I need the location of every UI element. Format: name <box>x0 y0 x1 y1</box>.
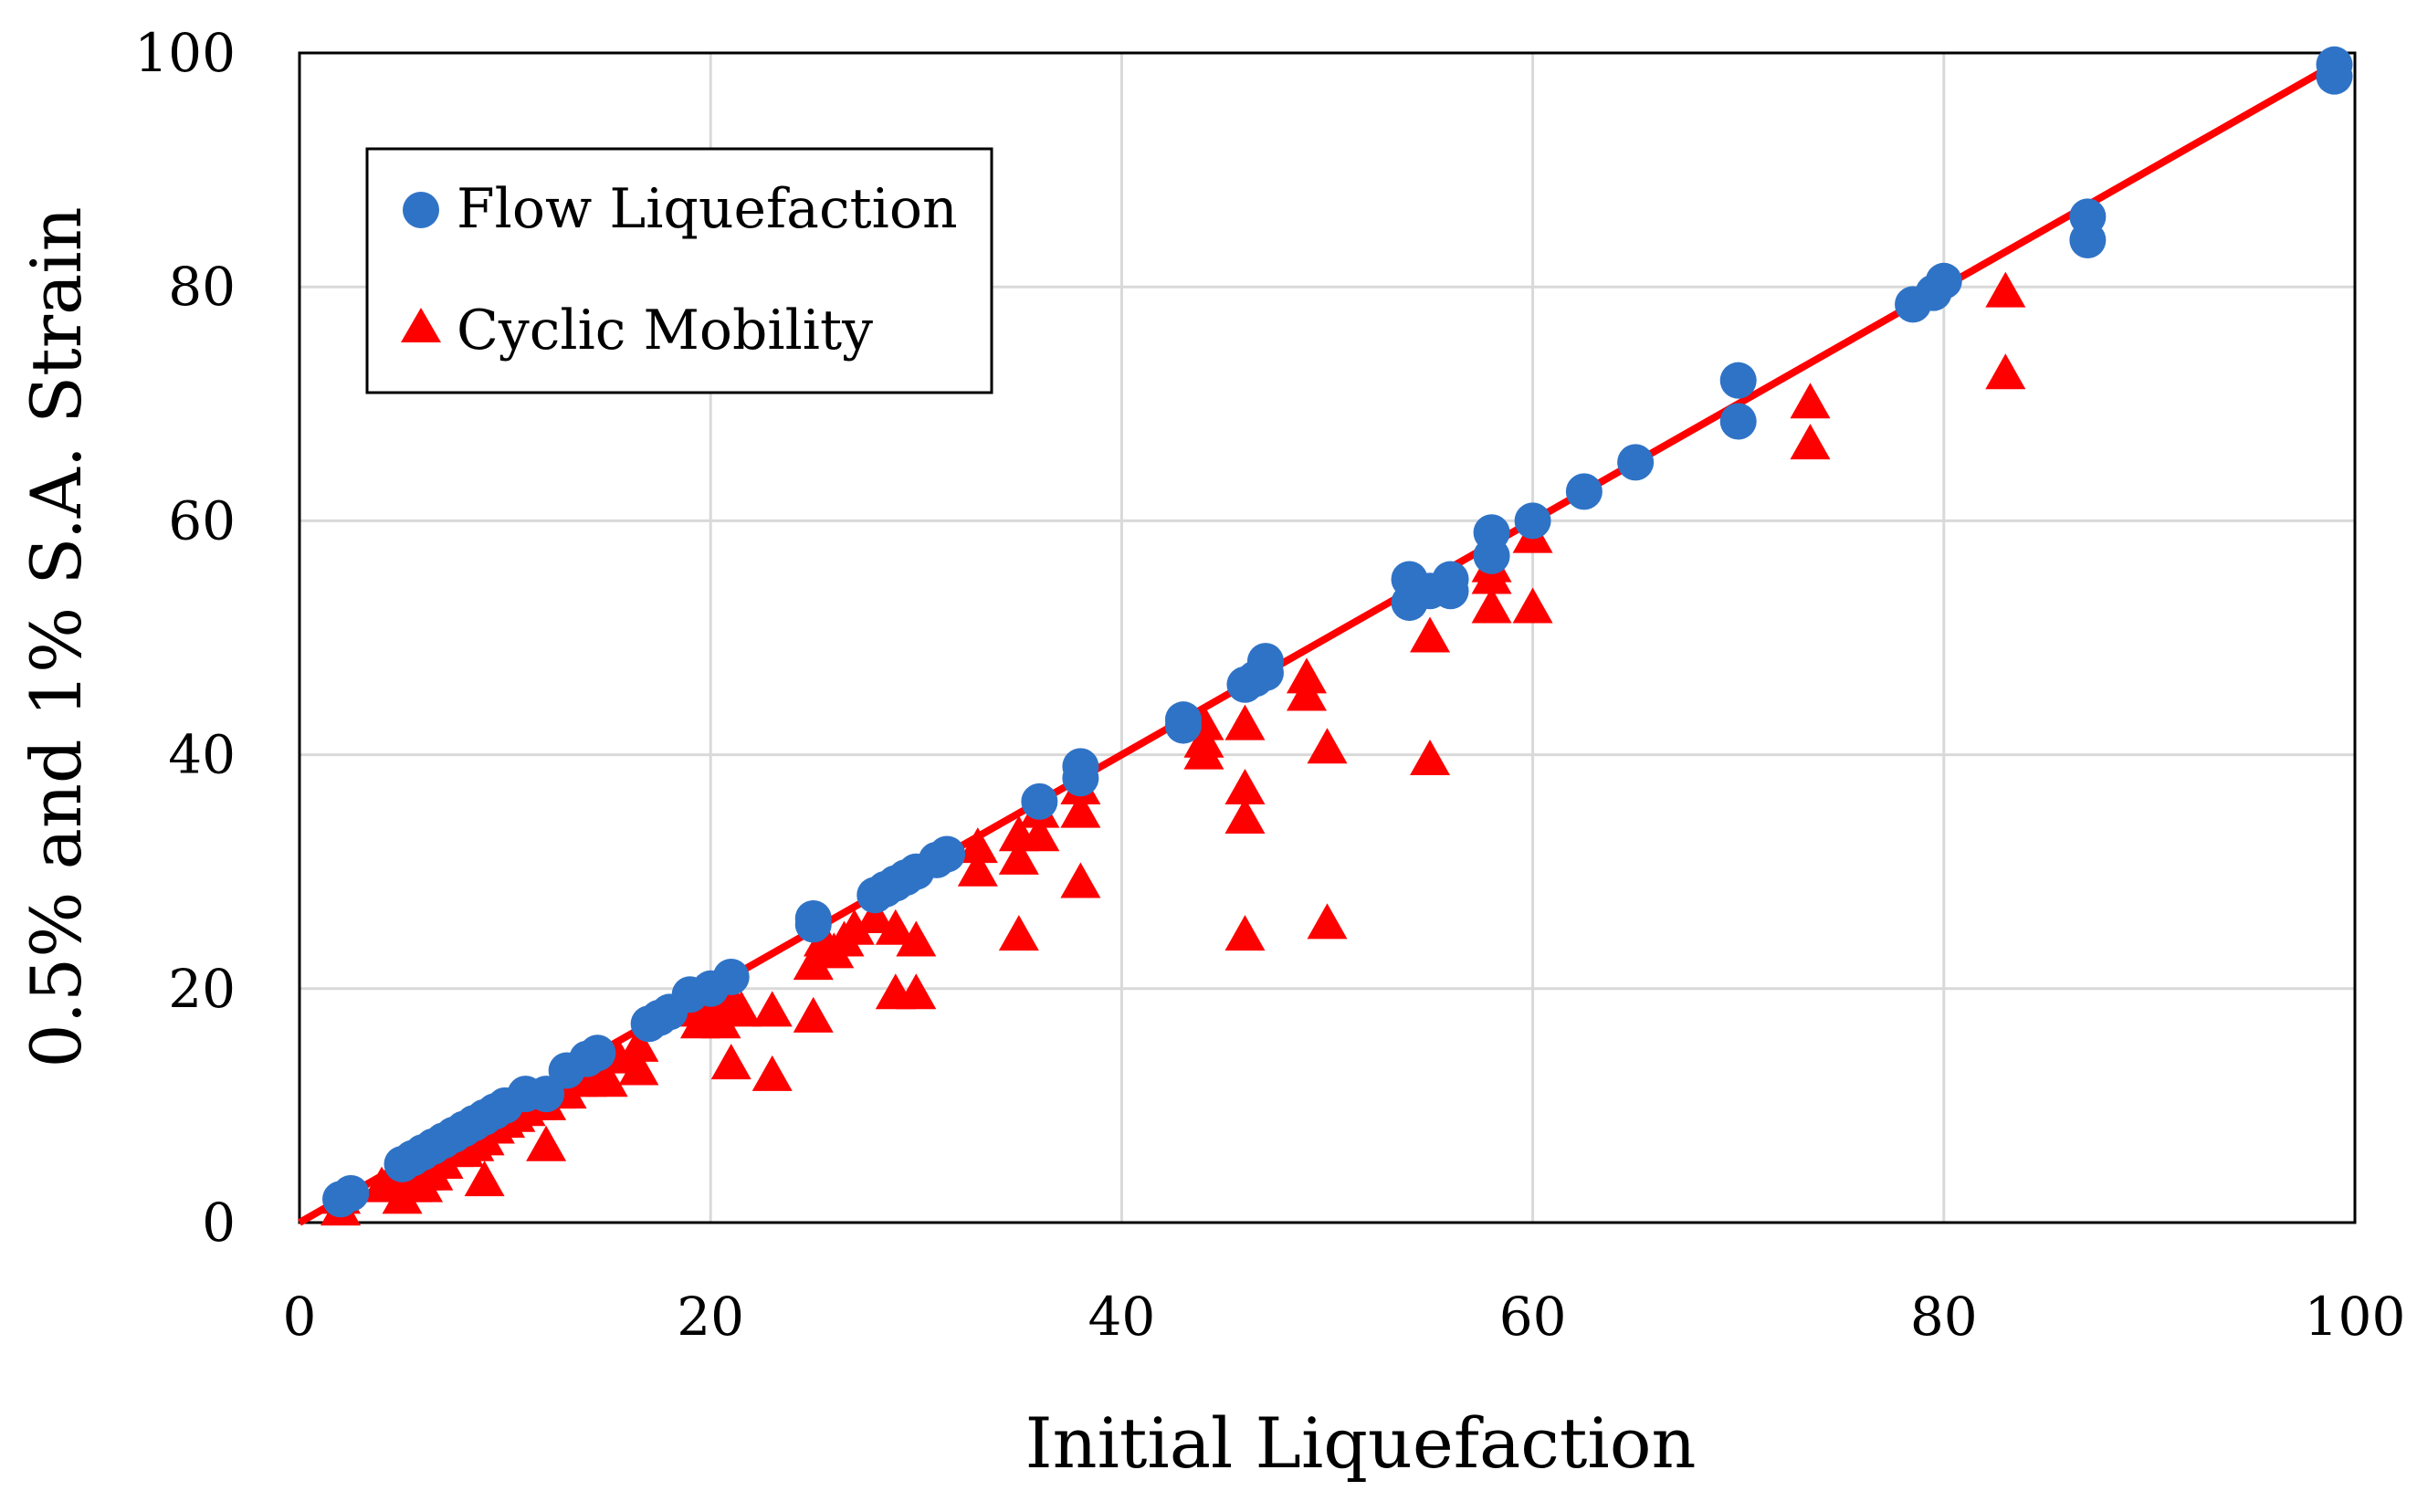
flow-liquefaction-point <box>1565 473 1603 510</box>
flow-liquefaction-point <box>1164 707 1202 744</box>
cyclic-mobility-point <box>1410 616 1451 653</box>
legend-cyclic-label: Cyclic Mobility <box>457 299 873 362</box>
y-tick-label: 20 <box>168 958 236 1020</box>
cyclic-mobility-point <box>720 991 762 1027</box>
cyclic-mobility-point <box>710 1044 751 1080</box>
x-tick-label: 80 <box>1910 1286 1978 1348</box>
tick-labels: 0 20 40 60 80 100 0 20 40 60 80 100 <box>134 22 2405 1348</box>
cyclic-mobility-point <box>618 1025 659 1062</box>
cyclic-mobility-point <box>1224 704 1266 740</box>
y-tick-label: 100 <box>134 22 236 84</box>
x-tick-label: 40 <box>1088 1286 1155 1348</box>
legend-cyclic-marker <box>401 308 441 342</box>
x-tick-label: 60 <box>1499 1286 1567 1348</box>
cyclic-mobility-point <box>1985 353 2026 390</box>
flow-liquefaction-point <box>332 1174 370 1212</box>
cyclic-mobility-point <box>957 827 998 864</box>
cyclic-mobility-point <box>998 915 1039 951</box>
cyclic-mobility-point <box>875 908 916 945</box>
flow-liquefaction-point <box>528 1076 565 1113</box>
flow-liquefaction-point <box>1719 403 1757 440</box>
cyclic-mobility-point <box>1019 815 1060 852</box>
flow-liquefaction-point <box>929 835 966 873</box>
cyclic-mobility-point <box>1224 769 1266 805</box>
x-tick-label: 0 <box>283 1286 317 1348</box>
cyclic-mobility-point <box>998 838 1039 875</box>
flow-liquefaction-point <box>1719 362 1757 399</box>
y-tick-label: 60 <box>168 489 236 551</box>
flow-liquefaction-point <box>1246 643 1284 680</box>
flow-liquefaction-series <box>322 46 2353 1218</box>
cyclic-mobility-point <box>896 920 937 957</box>
cyclic-mobility-point <box>751 991 793 1027</box>
flow-liquefaction-point <box>1617 444 1655 481</box>
flow-liquefaction-point <box>1021 782 1058 820</box>
flow-liquefaction-point <box>794 899 832 937</box>
y-tick-label: 80 <box>168 256 236 318</box>
cyclic-mobility-point <box>1307 728 1348 764</box>
cyclic-mobility-point <box>793 996 834 1033</box>
cyclic-mobility-point <box>587 1061 628 1097</box>
cyclic-mobility-point <box>526 1125 567 1161</box>
cyclic-mobility-point <box>1224 798 1266 835</box>
cyclic-mobility-point <box>1060 792 1101 828</box>
flow-liquefaction-point <box>712 958 750 995</box>
cyclic-mobility-point <box>751 1055 793 1091</box>
cyclic-mobility-point <box>834 908 875 945</box>
cyclic-mobility-point <box>1985 271 2026 308</box>
x-tick-label: 100 <box>2305 1286 2406 1348</box>
y-tick-label: 0 <box>202 1192 236 1254</box>
cyclic-mobility-point <box>1410 740 1451 776</box>
cyclic-mobility-point <box>1512 587 1553 624</box>
cyclic-mobility-point <box>1286 657 1327 694</box>
cyclic-mobility-point <box>793 944 834 981</box>
legend-flow-label: Flow Liquefaction <box>457 177 958 241</box>
cyclic-mobility-point <box>1790 424 1831 460</box>
legend-box <box>365 147 993 394</box>
cyclic-mobility-point <box>896 973 937 1010</box>
cyclic-mobility-point <box>464 1160 505 1197</box>
y-tick-label: 40 <box>168 724 236 786</box>
x-tick-label: 20 <box>677 1286 744 1348</box>
y-axis-title: 0.5% and 1% S.A. Strain <box>16 206 97 1067</box>
flow-liquefaction-point <box>1925 262 1962 299</box>
flow-liquefaction-point <box>1062 748 1099 785</box>
cyclic-mobility-point <box>1471 587 1512 624</box>
cyclic-mobility-point <box>1224 915 1266 951</box>
flow-liquefaction-point <box>2069 198 2107 236</box>
cyclic-mobility-point <box>1307 903 1348 940</box>
cyclic-mobility-point <box>618 1049 659 1086</box>
flow-liquefaction-point <box>1473 514 1510 551</box>
cyclic-mobility-point <box>855 897 896 933</box>
legend: Flow Liquefaction Cyclic Mobility <box>365 147 993 394</box>
flow-liquefaction-point <box>1514 502 1551 540</box>
cyclic-mobility-point <box>1790 383 1831 419</box>
legend-flow-marker <box>403 192 439 228</box>
x-axis-title: Initial Liquefaction <box>1025 1402 1697 1484</box>
flow-liquefaction-point <box>2316 46 2353 83</box>
flow-liquefaction-point <box>1432 572 1469 610</box>
plot-area-frame <box>298 51 2357 1224</box>
cyclic-mobility-point <box>700 1003 741 1039</box>
cyclic-mobility-point <box>1060 862 1101 898</box>
cyclic-mobility-point <box>957 850 998 887</box>
flow-liquefaction-point <box>579 1034 616 1072</box>
